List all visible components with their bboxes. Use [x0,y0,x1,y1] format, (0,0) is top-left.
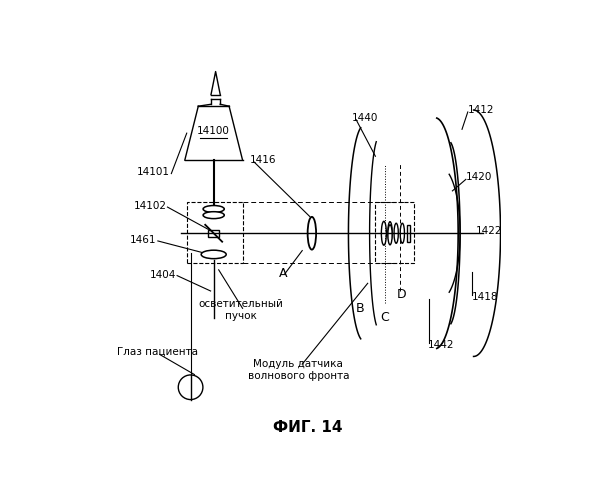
Text: 1440: 1440 [352,113,379,122]
Ellipse shape [394,223,398,244]
Text: 1404: 1404 [150,270,176,280]
Text: Глаз пациента: Глаз пациента [117,347,198,357]
Text: Модуль датчика: Модуль датчика [254,359,343,369]
Text: C: C [380,312,389,324]
Text: A: A [279,267,287,280]
Ellipse shape [388,222,392,242]
Text: 14102: 14102 [133,200,166,210]
Text: 1412: 1412 [468,105,494,115]
Text: волнового фронта: волнового фронта [248,372,349,382]
Bar [209,230,219,236]
Text: пучок: пучок [225,311,257,321]
Text: 1420: 1420 [466,172,492,182]
Text: 1416: 1416 [249,155,276,165]
Text: 14101: 14101 [137,166,170,176]
Ellipse shape [203,206,224,212]
Text: 1461: 1461 [130,235,157,245]
Text: D: D [397,288,406,302]
Text: 1422: 1422 [475,226,502,236]
Text: B: B [356,302,364,315]
Ellipse shape [388,225,392,245]
Text: 1442: 1442 [427,340,454,350]
Ellipse shape [201,250,226,258]
Ellipse shape [400,223,404,244]
Text: ФИГ. 14: ФИГ. 14 [273,420,343,435]
Text: 1418: 1418 [472,292,498,302]
Ellipse shape [203,212,224,218]
Text: 14100: 14100 [197,126,230,136]
Text: осветительный: осветительный [198,300,283,310]
Ellipse shape [382,222,386,245]
Ellipse shape [308,217,316,250]
Bar [406,225,410,242]
